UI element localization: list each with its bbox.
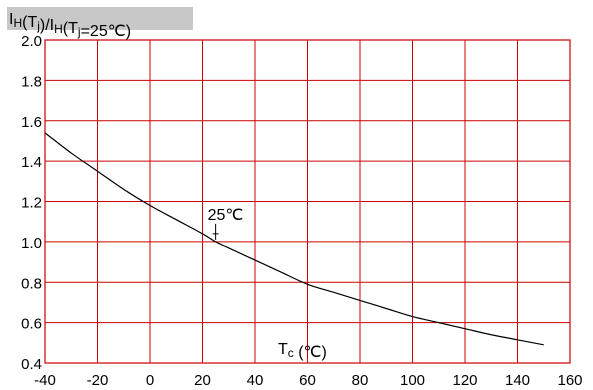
- x-axis-label: Tc (℃): [278, 341, 327, 361]
- y-tick-label: 0.6: [21, 316, 42, 333]
- y-tick-label: 0.4: [21, 356, 42, 373]
- series-line: [44, 132, 544, 346]
- x-tick-label: 80: [352, 372, 369, 389]
- y-tick-label: 1.0: [21, 235, 42, 252]
- y-tick-label: 1.2: [21, 195, 42, 212]
- label-layer: 25℃ IH(Tj)/IH(Tj=25℃) Tc (℃): [7, 7, 327, 361]
- series-layer: [44, 132, 544, 346]
- y-tick-label: 1.4: [21, 154, 42, 171]
- x-tick-label: 160: [557, 372, 582, 389]
- y-tick-label: 0.8: [21, 275, 42, 292]
- plot-frame: [44, 39, 571, 364]
- ylabel-background: [7, 7, 193, 30]
- x-tick-label: 120: [452, 372, 477, 389]
- x-tick-label: 140: [505, 372, 530, 389]
- y-tick-label: 1.8: [21, 73, 42, 90]
- x-tick-label: 100: [400, 372, 425, 389]
- y-tick-label: 2.0: [21, 33, 42, 50]
- x-tick-label: 60: [299, 372, 316, 389]
- x-tick-label: -40: [34, 372, 56, 389]
- annotation-label: 25℃: [208, 207, 244, 224]
- x-tick-label: 40: [247, 372, 264, 389]
- x-tick-label: 0: [146, 372, 154, 389]
- x-tick-label: -20: [87, 372, 109, 389]
- y-tick-label: 1.6: [21, 114, 42, 131]
- grid: [44, 39, 571, 364]
- tick-labels: -40 -20 0 20 40 60 80 100 120 140 160 0.4 0.6 0.8 1.0 1…: [21, 33, 582, 389]
- x-tick-label: 20: [194, 372, 211, 389]
- y-axis-label: IH(Tj)/IH(Tj=25℃): [9, 11, 131, 40]
